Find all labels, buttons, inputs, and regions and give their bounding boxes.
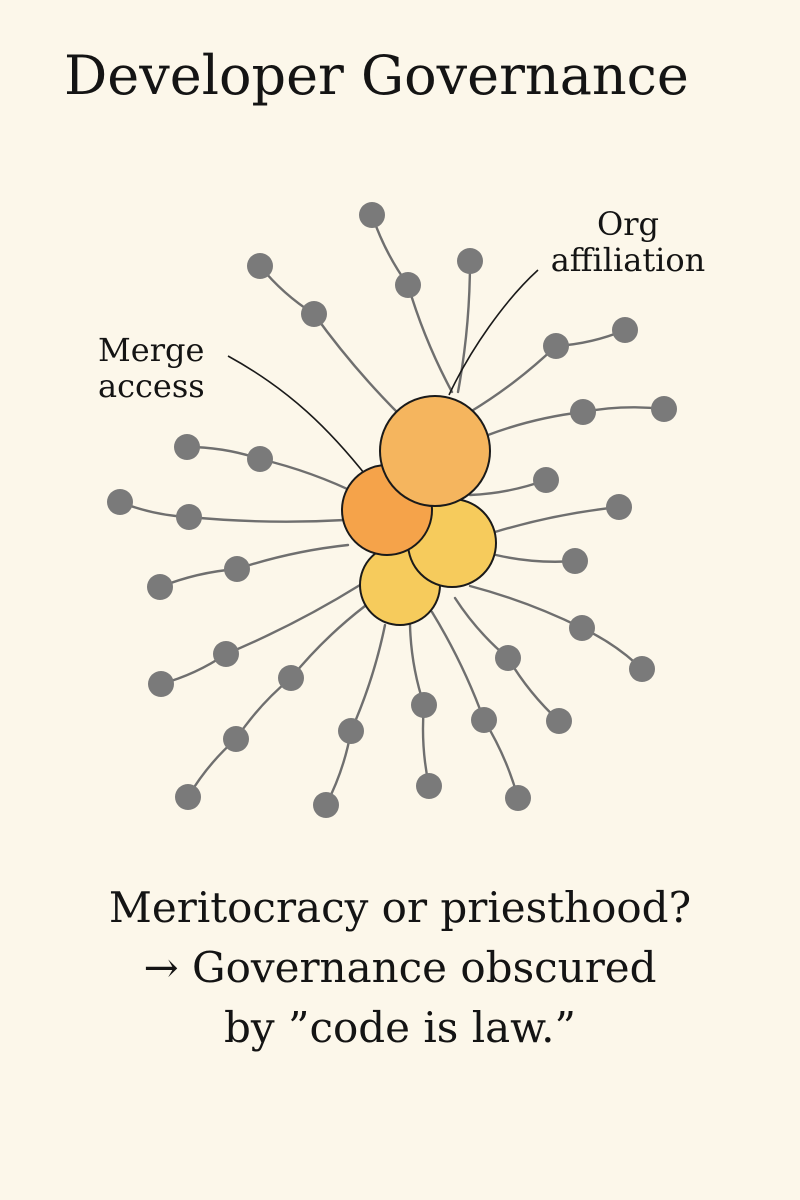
contributor-node xyxy=(213,641,239,667)
contributor-node xyxy=(416,773,442,799)
contributor-node xyxy=(505,785,531,811)
spoke-edge xyxy=(258,457,362,497)
contributor-node xyxy=(359,202,385,228)
contributor-node xyxy=(301,301,327,327)
spoke-edge xyxy=(486,410,585,437)
contributor-node xyxy=(411,692,437,718)
spoke-edge xyxy=(224,583,362,656)
spoke-edge xyxy=(406,283,454,394)
contributor-node xyxy=(533,467,559,493)
core-cluster xyxy=(341,395,497,626)
contributor-node xyxy=(395,272,421,298)
contributor-node xyxy=(107,489,133,515)
caption-line-1: Meritocracy or priesthood? xyxy=(108,883,692,932)
contributor-node xyxy=(543,333,569,359)
contributor-node xyxy=(629,656,655,682)
spoke-edge xyxy=(187,515,347,523)
contributor-node xyxy=(338,718,364,744)
caption-line-2: → Governance obscured xyxy=(143,943,657,992)
spoke-edge xyxy=(349,623,387,733)
network-nodes xyxy=(107,202,677,818)
core-maintainer-node xyxy=(379,395,491,507)
org-affiliation-leader-line xyxy=(448,269,539,396)
spoke-edge xyxy=(468,344,558,414)
contributor-node xyxy=(546,708,572,734)
contributor-node xyxy=(612,317,638,343)
caption: Meritocracy or priesthood? → Governance … xyxy=(0,878,800,1058)
contributor-node xyxy=(247,253,273,279)
spoke-edge xyxy=(468,584,584,630)
label-leader-lines xyxy=(227,269,539,479)
contributor-node xyxy=(147,574,173,600)
spoke-edge xyxy=(312,312,407,422)
contributor-node xyxy=(562,548,588,574)
contributor-node xyxy=(278,665,304,691)
network-diagram xyxy=(107,202,677,818)
contributor-node xyxy=(651,396,677,422)
contributor-node xyxy=(570,399,596,425)
contributor-node xyxy=(175,784,201,810)
page-title: Developer Governance xyxy=(64,44,689,107)
contributor-node xyxy=(457,248,483,274)
caption-line-3: by ”code is law.” xyxy=(224,1003,576,1052)
contributor-node xyxy=(224,556,250,582)
contributor-node xyxy=(471,707,497,733)
contributor-node xyxy=(223,726,249,752)
contributor-node xyxy=(176,504,202,530)
merge-access-label: Merge access xyxy=(98,331,205,405)
contributor-node xyxy=(174,434,200,460)
contributor-node xyxy=(495,645,521,671)
contributor-node xyxy=(569,615,595,641)
contributor-node xyxy=(247,446,273,472)
org-affiliation-label: Org affiliation xyxy=(550,205,706,279)
contributor-node xyxy=(148,671,174,697)
merge-access-leader-line xyxy=(227,355,369,479)
spoke-edge xyxy=(235,543,350,571)
contributor-node xyxy=(313,792,339,818)
spoke-edge xyxy=(493,505,621,534)
spoke-edge xyxy=(456,259,472,394)
contributor-node xyxy=(606,494,632,520)
